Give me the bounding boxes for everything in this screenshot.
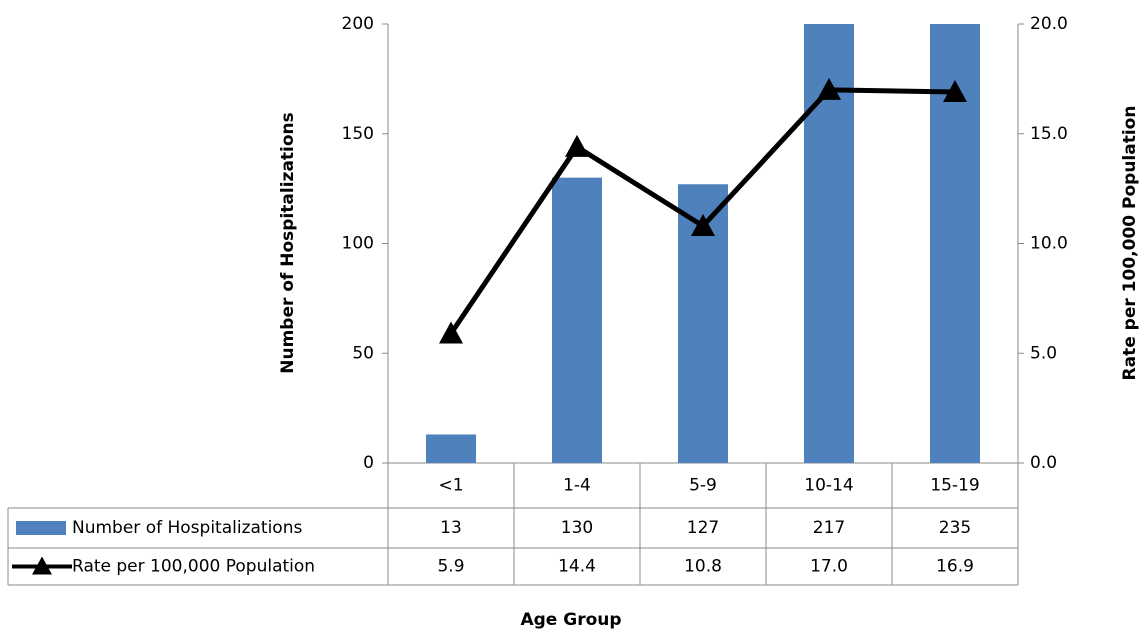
x-tick-label: 10-14 (804, 476, 853, 496)
line-marker (691, 213, 715, 236)
table-value: 10.8 (684, 557, 722, 577)
bar (930, 24, 980, 463)
line-marker (943, 80, 967, 103)
table-value: 127 (687, 518, 719, 538)
table-value: 130 (561, 518, 593, 538)
y-tick-label: 200 (342, 14, 374, 34)
bar (552, 177, 602, 463)
y2-tick-label: 5.0 (1030, 343, 1057, 363)
table-value: 14.4 (558, 557, 596, 577)
y2-tick-label: 20.0 (1030, 14, 1068, 34)
bar (804, 24, 854, 463)
y-tick-label: 100 (342, 234, 374, 254)
y-tick-label: 0 (363, 453, 374, 473)
line-marker (817, 77, 841, 100)
table-value: 13 (440, 518, 462, 538)
x-axis-label: Age Group (520, 610, 621, 630)
x-tick-label: <1 (438, 476, 463, 496)
y-axis-label: Number of Hospitalizations (278, 112, 298, 374)
table-value: 235 (939, 518, 971, 538)
y-tick-label: 50 (352, 343, 374, 363)
x-tick-label: 1-4 (563, 476, 591, 496)
x-tick-label: 5-9 (689, 476, 717, 496)
y2-tick-label: 15.0 (1030, 124, 1068, 144)
legend-marker (32, 556, 52, 575)
table-value: 217 (813, 518, 845, 538)
y-tick-label: 150 (342, 124, 374, 144)
y2-tick-label: 10.0 (1030, 234, 1068, 254)
x-tick-label: 15-19 (930, 476, 979, 496)
line-marker (565, 134, 589, 157)
line-marker (439, 321, 463, 344)
legend-swatch (16, 521, 66, 535)
bar (426, 434, 476, 463)
table-value: 17.0 (810, 557, 848, 577)
table-value: 5.9 (437, 557, 464, 577)
y2-tick-label: 0.0 (1030, 453, 1057, 473)
legend-label: Rate per 100,000 Population (72, 557, 315, 577)
y2-axis-label: Rate per 100,000 Population (1120, 106, 1140, 381)
legend-label: Number of Hospitalizations (72, 518, 302, 538)
table-value: 16.9 (936, 557, 974, 577)
